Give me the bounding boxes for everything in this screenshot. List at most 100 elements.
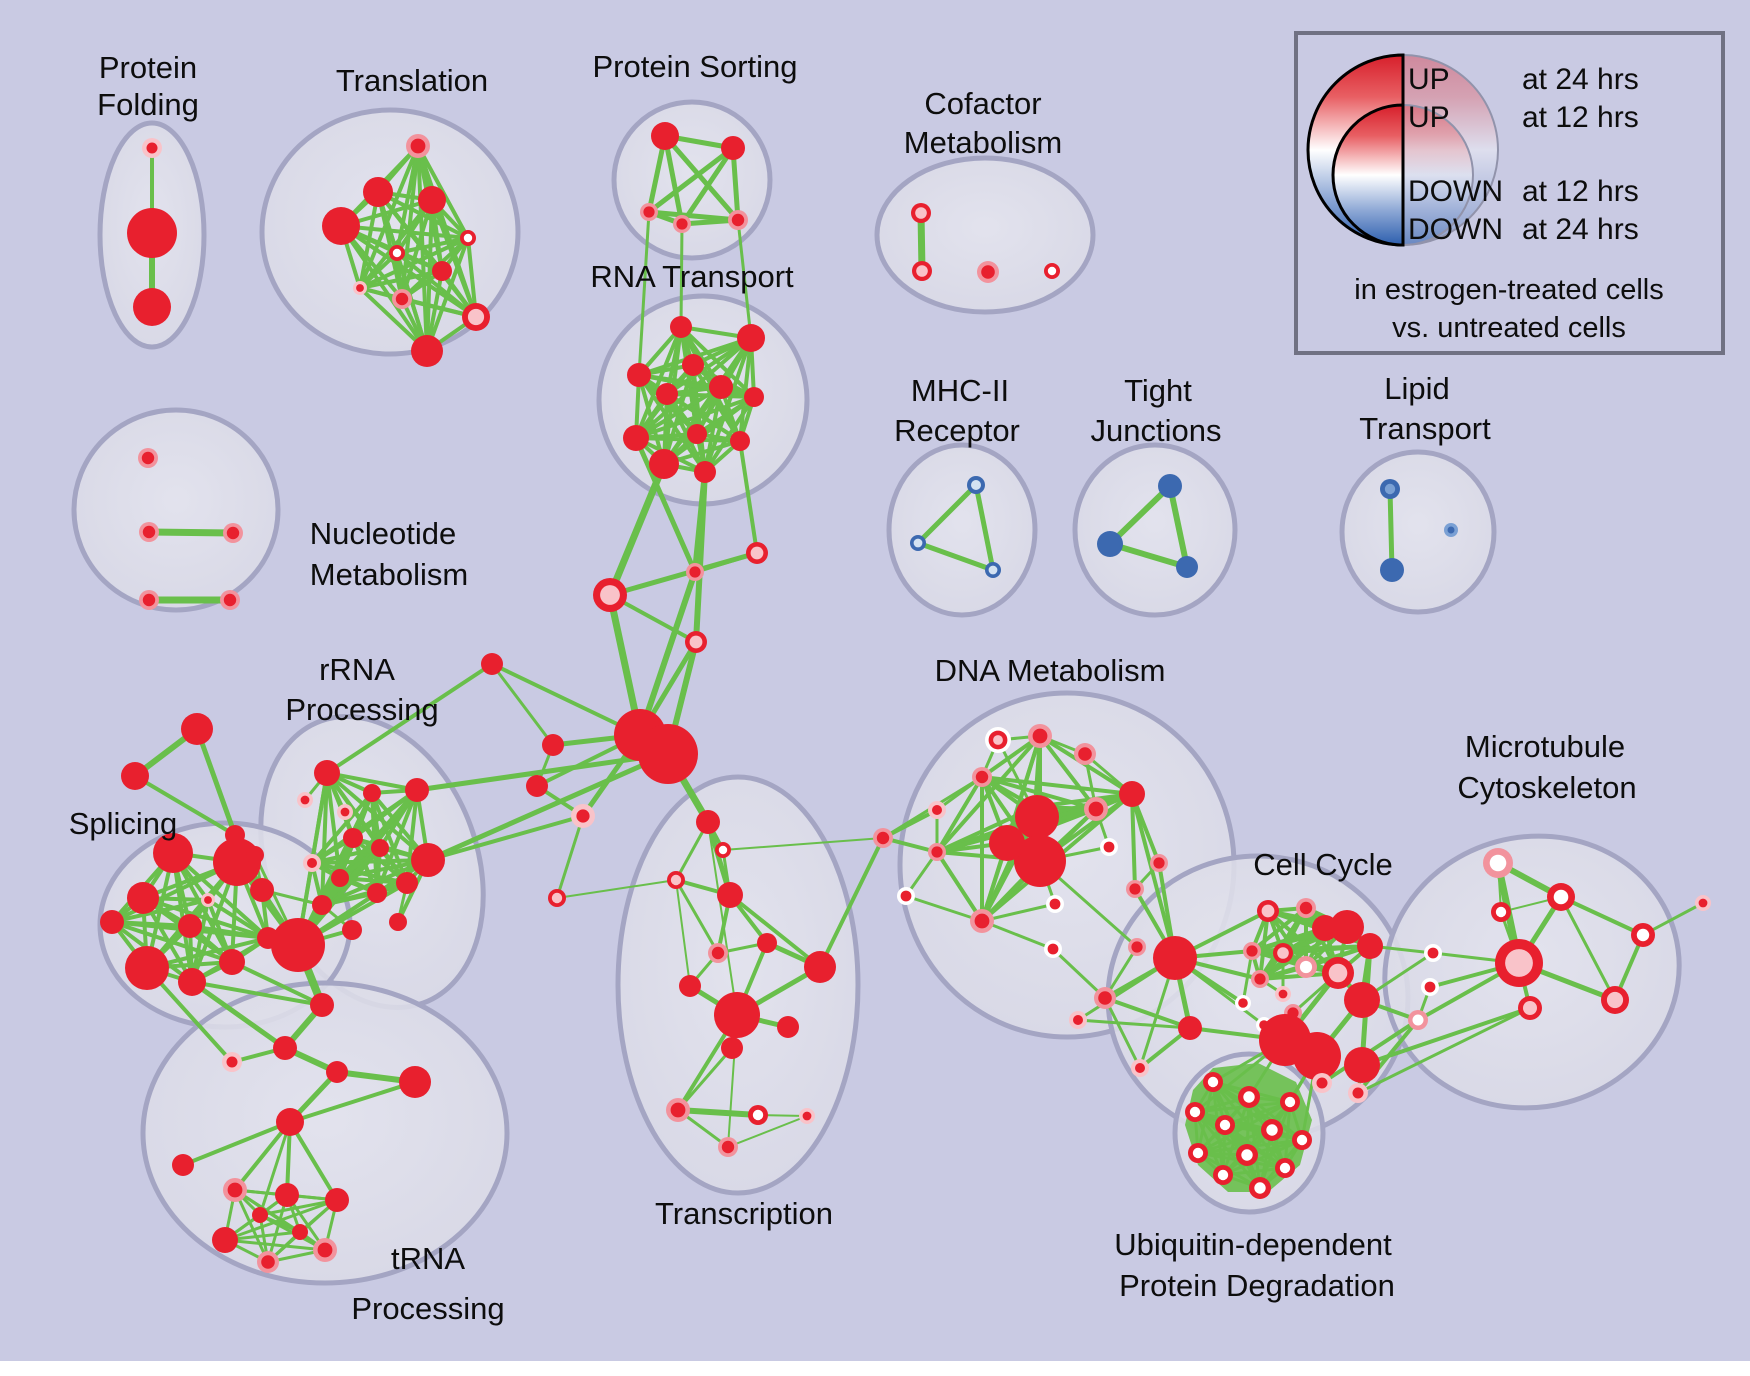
- gene-node-u7: [1292, 1130, 1312, 1150]
- gene-node-r10-layer: [730, 431, 750, 451]
- gene-node-sp10-layer: [204, 896, 212, 904]
- gene-node-tr10: [325, 1188, 349, 1212]
- edge-d21-cc18: [1103, 996, 1192, 1030]
- gene-node-t2-layer: [363, 177, 393, 207]
- legend-direction-label: DOWN: [1408, 213, 1503, 246]
- edge-rr3-rr9: [351, 788, 419, 840]
- gene-node-rr6-layer: [411, 843, 445, 877]
- gene-node-d7-layer: [1119, 781, 1145, 807]
- gene-node-cc6: [1273, 943, 1293, 963]
- gene-node-d15: [1046, 895, 1064, 913]
- gene-node-sp5: [178, 914, 202, 938]
- gene-node-cc7-layer: [1299, 960, 1313, 974]
- edge-r2-r10: [738, 336, 753, 443]
- gene-node-tx4-layer: [679, 975, 701, 997]
- gene-node-k7-layer: [542, 734, 564, 756]
- edge-d16-d21: [1051, 947, 1107, 1000]
- gene-node-sp4-layer: [100, 910, 124, 934]
- gene-node-k3: [593, 578, 627, 612]
- legend-caption-line: vs. untreated cells: [1392, 312, 1626, 344]
- gene-node-d3: [1074, 743, 1096, 765]
- edge-m2-m3: [915, 540, 996, 573]
- gene-node-cc19: [1153, 936, 1197, 980]
- gene-node-tr8: [223, 1178, 247, 1202]
- edge-d16-d14: [980, 919, 1055, 951]
- edge-ps2-ps4: [679, 145, 736, 227]
- gene-node-k8: [526, 775, 548, 797]
- gene-node-k15-layer: [481, 653, 503, 675]
- gene-node-t3: [322, 207, 360, 245]
- gene-node-tr9: [275, 1183, 299, 1207]
- cluster-nucleotide-metabolism-label: Metabolism: [310, 557, 469, 592]
- gene-node-tri2-layer: [121, 762, 149, 790]
- gene-node-cc12: [1235, 995, 1251, 1011]
- gene-node-dC-layer: [989, 825, 1025, 861]
- legend-time-label: at 12 hrs: [1522, 175, 1639, 208]
- gene-node-lt3: [1444, 523, 1458, 537]
- gene-node-cc10-layer: [1254, 973, 1266, 985]
- gene-node-d14: [970, 909, 994, 933]
- edge-t5-t6: [395, 236, 470, 255]
- gene-node-u7-layer: [1296, 1134, 1308, 1146]
- gene-node-sp7: [178, 968, 206, 996]
- cluster-transcription-ellipse: [615, 774, 861, 1196]
- gene-node-r3: [682, 354, 704, 376]
- gene-node-ps2: [721, 136, 745, 160]
- gene-node-cc11-layer: [1278, 989, 1288, 999]
- gene-node-rr2-layer: [363, 784, 381, 802]
- gene-node-tj1: [1158, 474, 1182, 498]
- gene-node-cc19-layer: [1153, 936, 1197, 980]
- gene-node-t1-layer: [410, 138, 426, 154]
- gene-node-tr11-layer: [212, 1227, 238, 1253]
- gene-node-rr4: [337, 804, 353, 820]
- gene-node-d16: [1044, 940, 1062, 958]
- gene-node-rr13: [331, 869, 349, 887]
- gene-node-mt9-layer: [1424, 981, 1436, 993]
- gene-node-tr9-layer: [275, 1183, 299, 1207]
- gene-node-d1: [985, 727, 1011, 753]
- gene-node-tr1-layer: [310, 993, 334, 1017]
- edge-m1-m3: [973, 482, 996, 573]
- gene-node-cc2: [1296, 898, 1316, 918]
- gene-node-ps4: [673, 215, 691, 233]
- edge-ps1-ps4: [662, 133, 685, 227]
- gene-node-mt11-layer: [1698, 898, 1708, 908]
- cluster-transcription-label: Transcription: [655, 1196, 833, 1231]
- edge-k3-k1: [607, 550, 760, 598]
- gene-node-cc15: [1344, 982, 1380, 1018]
- gene-node-cc5-layer: [1246, 945, 1258, 957]
- gene-node-rr13-layer: [331, 869, 349, 887]
- gene-node-sp3: [127, 882, 159, 914]
- gene-node-k15: [481, 653, 503, 675]
- nodes-layer: [100, 122, 1711, 1273]
- gene-node-pf2-layer: [127, 208, 177, 258]
- gene-node-tr7: [172, 1154, 194, 1176]
- gene-node-lt1-layer: [1384, 483, 1396, 495]
- gene-node-p1: [1312, 1073, 1332, 1093]
- gene-node-rr16-layer: [342, 920, 362, 940]
- gene-node-r8: [623, 425, 649, 451]
- gene-node-rr8: [271, 918, 325, 972]
- edge-r1-r8: [634, 325, 683, 440]
- gene-node-cc9-layer: [1357, 933, 1383, 959]
- gene-node-tr3: [273, 1036, 297, 1060]
- gene-node-mt8-layer: [1427, 947, 1439, 959]
- gene-node-tx9-layer: [752, 1109, 764, 1121]
- gene-node-d1-layer: [993, 735, 1003, 745]
- gene-node-mt3-layer: [1495, 906, 1507, 918]
- gene-node-m2: [910, 535, 926, 551]
- cluster-nucleotide-metabolism-ellipse: [71, 407, 281, 613]
- gene-node-t4: [418, 186, 446, 214]
- gene-node-sp6: [125, 946, 169, 990]
- gene-node-u9: [1236, 1144, 1258, 1166]
- edge-k15-rr1: [325, 662, 494, 775]
- gene-node-cc4-layer: [1330, 910, 1364, 944]
- gene-node-rr18-layer: [246, 846, 264, 864]
- gene-node-u10: [1275, 1158, 1295, 1178]
- gene-node-mt1-layer: [1489, 854, 1507, 872]
- gene-node-tr3-layer: [273, 1036, 297, 1060]
- gene-node-k12-layer: [718, 845, 728, 855]
- edge-tr11-tr13: [223, 1238, 327, 1252]
- gene-node-t11: [411, 335, 443, 367]
- gene-node-pf1-layer: [146, 142, 158, 154]
